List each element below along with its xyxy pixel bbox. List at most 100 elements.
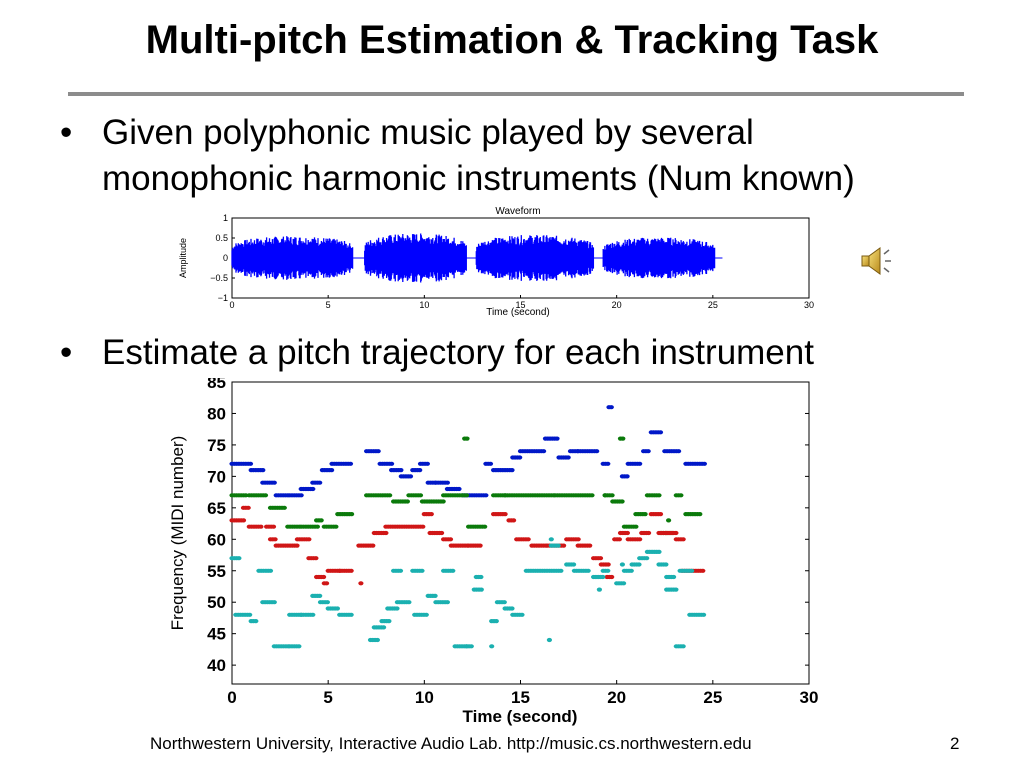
pitch-point	[318, 518, 324, 523]
pitch-point	[605, 461, 611, 466]
pitch-point	[701, 612, 707, 617]
pitch-point	[404, 499, 410, 504]
pitch-point	[386, 619, 392, 624]
pitch-point	[450, 568, 456, 573]
pitch-point	[444, 480, 450, 485]
bullet-marker: •	[60, 333, 73, 372]
waveform-title: Waveform	[495, 206, 540, 217]
pitch-ytick-label: 40	[207, 656, 226, 675]
pitch-point	[636, 562, 642, 567]
pitch-xtick-label: 25	[703, 688, 722, 707]
pitch-point	[680, 644, 686, 649]
pitch-point	[644, 556, 650, 561]
pitch-point	[493, 619, 499, 624]
pitch-point	[247, 612, 253, 617]
pitch-ytick-label: 60	[207, 530, 226, 549]
pitch-point	[555, 543, 561, 548]
pitch-point	[605, 562, 611, 567]
pitch-point	[645, 449, 651, 454]
pitch-point	[689, 568, 695, 573]
pitch-point	[477, 543, 483, 548]
pitch-point	[633, 524, 639, 529]
pitch-point	[272, 537, 278, 542]
pitch-point	[281, 505, 287, 510]
pitch-ticks: 0 5 10 15 20 25 30 85 80 75 70 65 60 55 50 45 40	[207, 373, 818, 707]
pitch-point	[620, 436, 626, 441]
pitch-point	[585, 568, 591, 573]
waveform-xtick-label: 15	[515, 300, 525, 310]
pitch-point	[628, 568, 634, 573]
waveform-chart: Waveform 0 5 10 15 20 25 30 1 0.5 0 −0.5 −1 Time (s…	[164, 204, 826, 318]
bullet-1-line-1: Given polyphonic music played by several	[102, 113, 754, 152]
pitch-point	[456, 486, 462, 492]
waveform-xlabel: Time (second)	[486, 307, 550, 318]
pitch-point	[517, 455, 523, 460]
pitch-point	[306, 537, 312, 542]
pitch-ytick-label: 50	[207, 593, 226, 612]
pitch-ytick-label: 45	[207, 625, 226, 644]
pitch-ytick-label: 65	[207, 499, 226, 518]
pitch-point	[656, 493, 662, 498]
pitch-point	[483, 493, 489, 498]
pitch-xtick-label: 10	[415, 688, 434, 707]
pitch-point	[565, 455, 571, 460]
pitch-point	[310, 612, 316, 617]
pitch-point	[594, 449, 600, 454]
pitch-point	[605, 568, 611, 573]
pitch-point	[321, 574, 327, 580]
waveform-xtick-label: 20	[612, 300, 622, 310]
pitch-point	[489, 644, 495, 649]
pitch-point	[478, 587, 484, 592]
speaker-icon[interactable]	[856, 244, 896, 278]
pitch-point	[701, 461, 708, 466]
pitch-point	[468, 644, 474, 649]
pitch-point	[511, 518, 517, 523]
pitch-point	[271, 600, 277, 605]
pitch-point	[678, 493, 684, 498]
pitch-point	[646, 530, 652, 536]
pitch-point	[464, 493, 470, 498]
pitch-point	[329, 468, 335, 473]
pitch-point	[657, 512, 664, 517]
pitch-point	[258, 524, 264, 529]
pitch-ytick-label: 85	[207, 378, 226, 392]
pitch-point	[245, 505, 251, 510]
bullet-marker: •	[60, 113, 73, 152]
pitch-point	[663, 562, 669, 567]
pitch-point	[298, 493, 304, 498]
pitch-ytick-label: 55	[207, 562, 226, 581]
waveform-ylabel: Amplitude	[178, 238, 188, 278]
waveform-segment	[475, 235, 595, 281]
pitch-point	[294, 543, 300, 548]
pitch-point	[600, 574, 606, 580]
pitch-point	[501, 600, 507, 605]
pitch-xtick-label: 5	[323, 688, 332, 707]
pitch-point	[671, 574, 677, 580]
pitch-point	[432, 593, 438, 598]
waveform-xtick-label: 0	[229, 300, 234, 310]
pitch-point	[444, 600, 450, 605]
pitch-point	[657, 430, 664, 435]
waveform-xtick-label: 10	[419, 300, 429, 310]
pitch-point	[676, 449, 682, 454]
pitch-point	[571, 562, 577, 567]
pitch-trajectory-chart: 0 5 10 15 20 25 30 85 80 75 70 65 60 55 50 45 40 Time (s…	[155, 373, 825, 728]
pitch-point	[575, 537, 581, 542]
pitch-point	[262, 493, 269, 498]
pitch-point	[253, 619, 259, 624]
pitch-point	[324, 600, 330, 605]
pitch-point	[464, 436, 470, 441]
pitch-point	[637, 461, 643, 466]
pitch-point	[609, 574, 615, 580]
pitch-point	[313, 556, 319, 561]
pitch-point	[310, 486, 316, 492]
pitch-point	[296, 644, 302, 649]
pitch-point	[267, 568, 274, 573]
pitch-point	[423, 612, 429, 617]
pitch-series	[229, 405, 708, 649]
pitch-ytick-label: 75	[207, 436, 226, 455]
pitch-point	[424, 461, 430, 466]
pitch-point	[487, 461, 494, 466]
pitch-point	[247, 461, 254, 466]
pitch-ytick-label: 80	[207, 404, 226, 423]
